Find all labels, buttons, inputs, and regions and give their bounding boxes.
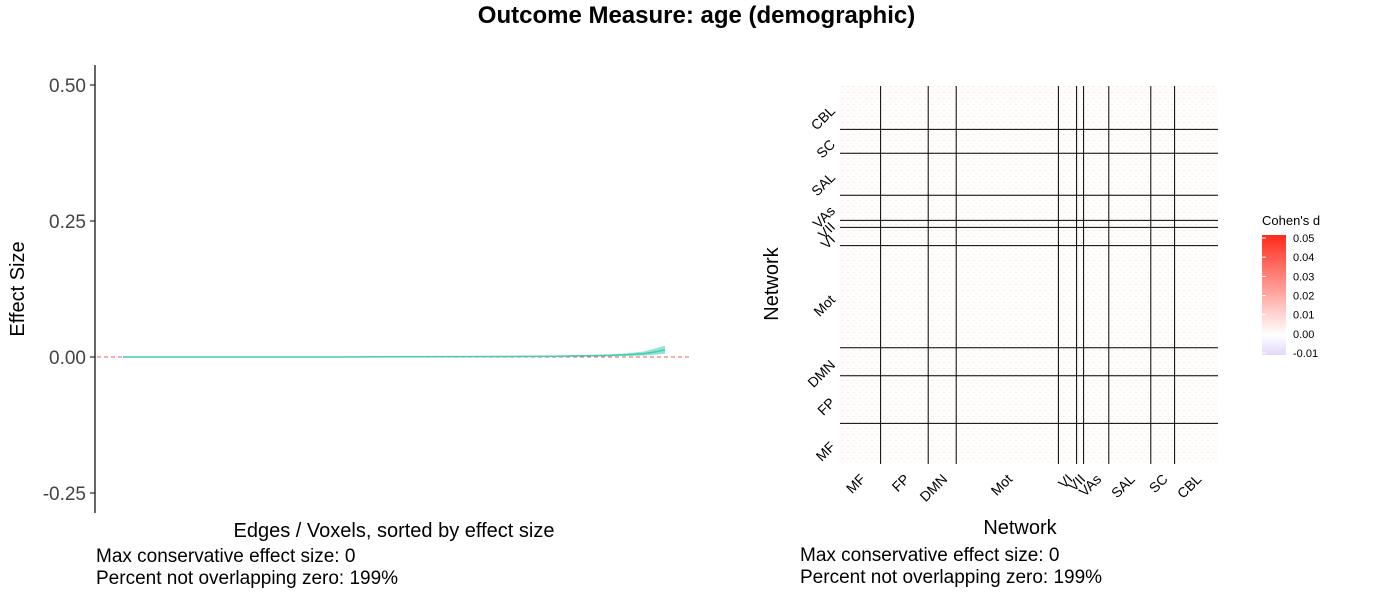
legend-tick-label: 0.05 bbox=[1293, 233, 1314, 245]
heatmap-y-tick-label: MF bbox=[813, 439, 839, 465]
effect-size-chart: -0.25 0.00 0.25 0.50 Edges / Voxels, sorted… bbox=[7, 65, 690, 542]
heatmap-y-tick-label: Mot bbox=[810, 291, 838, 319]
left-caption-line-1: Max conservative effect size: 0 bbox=[96, 546, 356, 567]
heatmap-x-axis-label: Network bbox=[983, 517, 1057, 539]
y-tick-label: 0.25 bbox=[49, 212, 86, 233]
heatmap-x-tick-label: Mot bbox=[988, 471, 1016, 499]
heatmap-y-tick-label: DMN bbox=[804, 357, 838, 391]
heatmap-x-tick-label: SC bbox=[1146, 471, 1171, 496]
y-axis-label: Effect Size bbox=[7, 241, 29, 336]
effect-size-line bbox=[123, 349, 666, 358]
legend-tick-label: 0.02 bbox=[1293, 291, 1314, 303]
heatmap-x-tick-label: MF bbox=[843, 471, 869, 497]
legend-tick-label: 0.04 bbox=[1293, 252, 1314, 264]
y-tick-label: -0.25 bbox=[43, 484, 86, 505]
legend-tick-label: 0.00 bbox=[1293, 329, 1314, 341]
heatmap-x-tick-label: CBL bbox=[1174, 471, 1205, 502]
right-caption-line-1: Max conservative effect size: 0 bbox=[800, 545, 1060, 566]
legend-tick-label: -0.01 bbox=[1293, 348, 1318, 360]
heatmap-x-tick-label: DMN bbox=[916, 471, 950, 505]
y-tick-label: 0.50 bbox=[49, 76, 86, 97]
y-tick-label: 0.00 bbox=[49, 348, 86, 369]
heatmap-x-tick-label: FP bbox=[889, 471, 913, 495]
heatmap-area bbox=[840, 86, 1218, 464]
legend-title: Cohen's d bbox=[1262, 213, 1320, 228]
heatmap-y-tick-label: SC bbox=[813, 136, 838, 161]
heatmap-y-tick-label: CBL bbox=[808, 102, 839, 133]
heatmap-y-tick-label: SAL bbox=[808, 169, 838, 199]
legend-tick-label: 0.03 bbox=[1293, 271, 1314, 283]
heatmap-x-tick-label: SAL bbox=[1108, 471, 1138, 501]
left-caption: Max conservative effect size: 0 Percent … bbox=[96, 546, 398, 590]
right-caption-line-2: Percent not overlapping zero: 199% bbox=[800, 567, 1103, 588]
right-caption: Max conservative effect size: 0 Percent … bbox=[800, 545, 1102, 589]
main-title: Outcome Measure: age (demographic) bbox=[477, 2, 916, 29]
network-boundaries bbox=[840, 86, 1218, 464]
heatmap-y-tick-label: FP bbox=[814, 394, 838, 418]
y-axis-ticks: -0.25 0.00 0.25 0.50 bbox=[43, 76, 95, 505]
colorbar-legend: Cohen's d 0.05 0.04 0.03 0.02 0.01 0.00 -0.01 bbox=[1262, 213, 1320, 360]
heatmap-y-axis-label: Network bbox=[761, 246, 783, 320]
x-axis-label: Edges / Voxels, sorted by effect size bbox=[234, 520, 555, 542]
legend-ticks: 0.05 0.04 0.03 0.02 0.01 0.00 -0.01 bbox=[1262, 233, 1318, 360]
legend-tick-label: 0.01 bbox=[1293, 310, 1314, 322]
left-caption-line-2: Percent not overlapping zero: 199% bbox=[96, 568, 399, 589]
